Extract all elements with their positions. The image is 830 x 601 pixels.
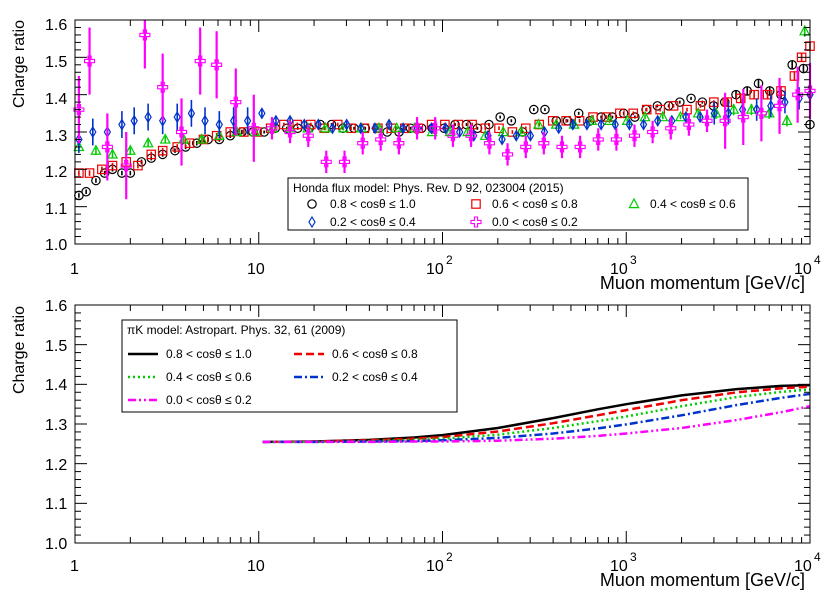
bottom-xtick-exponent: 2 (446, 550, 453, 564)
top-legend-label: 0.4 < cosθ ≤ 0.6 (650, 197, 736, 211)
top-ytick-label: 1.0 (45, 237, 67, 254)
top-legend-label: 0.8 < cosθ ≤ 1.0 (330, 197, 416, 211)
top-y-axis-label: Charge ratio (11, 20, 28, 108)
top-legend-label: 0.2 < cosθ ≤ 0.4 (330, 215, 416, 229)
bottom-ytick-label: 1.6 (45, 298, 67, 315)
top-legend-label: 0.6 < cosθ ≤ 0.8 (492, 197, 578, 211)
bottom-xtick-label: 10 (426, 558, 444, 575)
top-xtick-label: 1 (70, 261, 79, 278)
top-xtick-exponent: 4 (814, 253, 821, 267)
bottom-ytick-label: 1.0 (45, 536, 67, 553)
top-xtick-label: 10 (247, 261, 265, 278)
top-ytick-label: 1.2 (45, 164, 67, 181)
top-xtick-exponent: 2 (446, 253, 453, 267)
bottom-xtick-label: 1 (70, 558, 79, 575)
top-legend-label: 0.0 < cosθ ≤ 0.2 (492, 215, 578, 229)
bottom-legend-label: 0.2 < cosθ ≤ 0.4 (332, 370, 418, 384)
bottom-legend: πK model: Astropart. Phys. 32, 61 (2009)… (122, 320, 457, 412)
bottom-legend-label: 0.6 < cosθ ≤ 0.8 (332, 347, 418, 361)
bottom-xtick-exponent: 3 (630, 550, 637, 564)
bottom-y-axis-label: Charge ratio (11, 306, 28, 394)
top-ytick-label: 1.5 (45, 54, 67, 71)
bottom-ytick-label: 1.2 (45, 457, 67, 474)
top-plot-area (74, 20, 815, 200)
top-xtick-exponent: 3 (630, 253, 637, 267)
bottom-legend-title: πK model: Astropart. Phys. 32, 61 (2009) (127, 323, 345, 337)
figure: 1.0 1.1 1.2 1.3 1.4 1.5 1.6 1 10 10 2 10… (0, 0, 830, 596)
top-ytick-label: 1.1 (45, 201, 67, 218)
series-triangle (74, 26, 809, 158)
bottom-legend-label: 0.8 < cosθ ≤ 1.0 (166, 347, 252, 361)
top-ytick-label: 1.6 (45, 17, 67, 34)
bottom-ytick-label: 1.1 (45, 496, 67, 513)
figure-canvas: 1.0 1.1 1.2 1.3 1.4 1.5 1.6 1 10 10 2 10… (0, 0, 830, 596)
bottom-legend-label: 0.4 < cosθ ≤ 0.6 (166, 370, 252, 384)
bottom-ytick-label: 1.4 (45, 377, 67, 394)
bottom-legend-label: 0.0 < cosθ ≤ 0.2 (166, 393, 252, 407)
top-ytick-label: 1.4 (45, 91, 67, 108)
bottom-xtick-label: 10 (247, 558, 265, 575)
bottom-ytick-label: 1.5 (45, 338, 67, 355)
bottom-panel: 1.0 1.1 1.2 1.3 1.4 1.5 1.6 1 10 10 2 10… (11, 298, 821, 590)
series-square (75, 41, 815, 177)
top-panel: 1.0 1.1 1.2 1.3 1.4 1.5 1.6 1 10 10 2 10… (11, 17, 821, 293)
top-x-axis-label: Muon momentum [GeV/c] (600, 273, 805, 293)
bottom-x-axis-label: Muon momentum [GeV/c] (600, 570, 805, 590)
bottom-ytick-label: 1.3 (45, 417, 67, 434)
top-ytick-label: 1.3 (45, 128, 67, 145)
top-xtick-label: 10 (426, 261, 444, 278)
top-legend-title: Honda flux model: Phys. Rev. D 92, 02300… (293, 181, 564, 195)
bottom-xtick-exponent: 4 (814, 550, 821, 564)
top-legend: Honda flux model: Phys. Rev. D 92, 02300… (288, 178, 748, 230)
